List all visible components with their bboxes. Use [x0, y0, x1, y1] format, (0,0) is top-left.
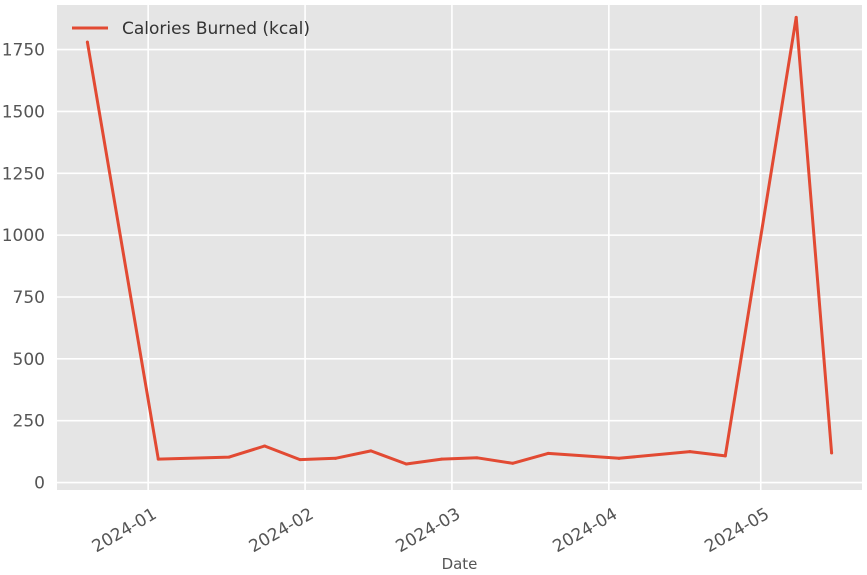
y-tick-label: 250: [13, 412, 45, 432]
data-point: [156, 457, 160, 461]
data-point: [830, 451, 834, 455]
data-point: [298, 458, 302, 462]
data-point: [723, 454, 727, 458]
y-tick-label: 1500: [2, 102, 45, 122]
legend-label: Calories Burned (kcal): [122, 19, 310, 39]
data-point: [511, 461, 515, 465]
x-tick-label: 2024-04: [549, 504, 621, 557]
y-tick-labels: 0 250 500 750 1000 1250 1500 1750: [2, 41, 45, 494]
y-tick-label: 1750: [2, 41, 45, 61]
plot-background: [57, 5, 862, 490]
legend: Calories Burned (kcal): [72, 19, 310, 39]
data-point: [440, 457, 444, 461]
y-tick-label: 1250: [2, 164, 45, 184]
data-point: [85, 40, 89, 44]
grid-lines: [57, 5, 862, 490]
data-point: [333, 456, 337, 460]
x-tick-label: 2024-03: [393, 504, 465, 557]
series-group: [85, 15, 834, 466]
data-point: [369, 449, 373, 453]
y-tick-label: 0: [34, 474, 45, 494]
y-tick-label: 1000: [2, 226, 45, 246]
data-point: [263, 444, 267, 448]
x-axis-title: Date: [442, 555, 478, 573]
x-tick-label: 2024-05: [701, 504, 773, 557]
x-tick-label: 2024-02: [246, 504, 318, 557]
data-point: [617, 456, 621, 460]
data-point: [227, 455, 231, 459]
data-point: [546, 451, 550, 455]
x-tick-labels: 2024-01 2024-02 2024-03 2024-04 2024-05: [89, 504, 773, 557]
y-tick-label: 500: [13, 350, 45, 370]
data-point: [404, 462, 408, 466]
x-tick-label: 2024-01: [89, 504, 161, 557]
data-point: [794, 15, 798, 19]
data-point: [475, 456, 479, 460]
data-point: [688, 450, 692, 454]
y-tick-label: 750: [13, 288, 45, 308]
